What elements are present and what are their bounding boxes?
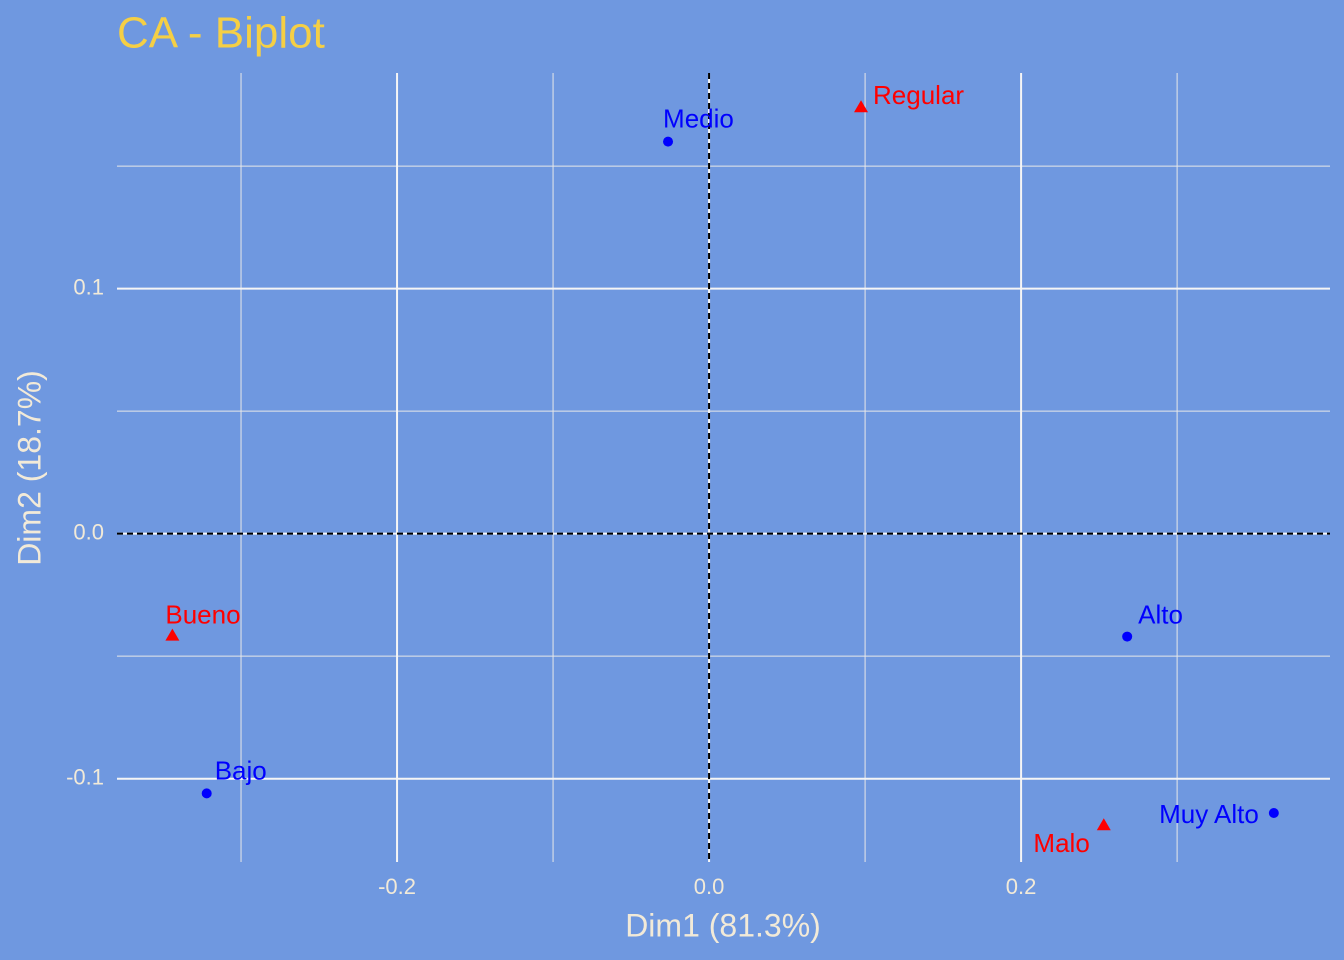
x-axis-title: Dim1 (81.3%) bbox=[625, 907, 821, 943]
point-label: Malo bbox=[1033, 828, 1089, 858]
x-tick-label: -0.2 bbox=[378, 874, 416, 899]
point-label: Regular bbox=[873, 80, 964, 110]
point bbox=[165, 628, 180, 641]
y-tick-label: -0.1 bbox=[66, 765, 104, 790]
point bbox=[854, 100, 869, 113]
x-tick-label: 0.0 bbox=[694, 874, 725, 899]
point-label: Bueno bbox=[165, 599, 240, 629]
point-label: Medio bbox=[663, 103, 734, 133]
y-axis-title: Dim2 (18.7%) bbox=[11, 370, 47, 566]
point-label: Bajo bbox=[215, 755, 267, 785]
chart-title: CA - Biplot bbox=[117, 9, 325, 58]
y-tick-label: 0.1 bbox=[73, 274, 104, 299]
point bbox=[1268, 807, 1279, 818]
y-tick-label: 0.0 bbox=[73, 519, 104, 544]
point bbox=[663, 136, 674, 147]
point bbox=[1122, 631, 1133, 642]
point-label: Muy Alto bbox=[1159, 799, 1259, 829]
point bbox=[201, 788, 212, 799]
point bbox=[1096, 818, 1111, 831]
x-tick-label: 0.2 bbox=[1006, 874, 1037, 899]
point-label: Alto bbox=[1138, 599, 1183, 629]
